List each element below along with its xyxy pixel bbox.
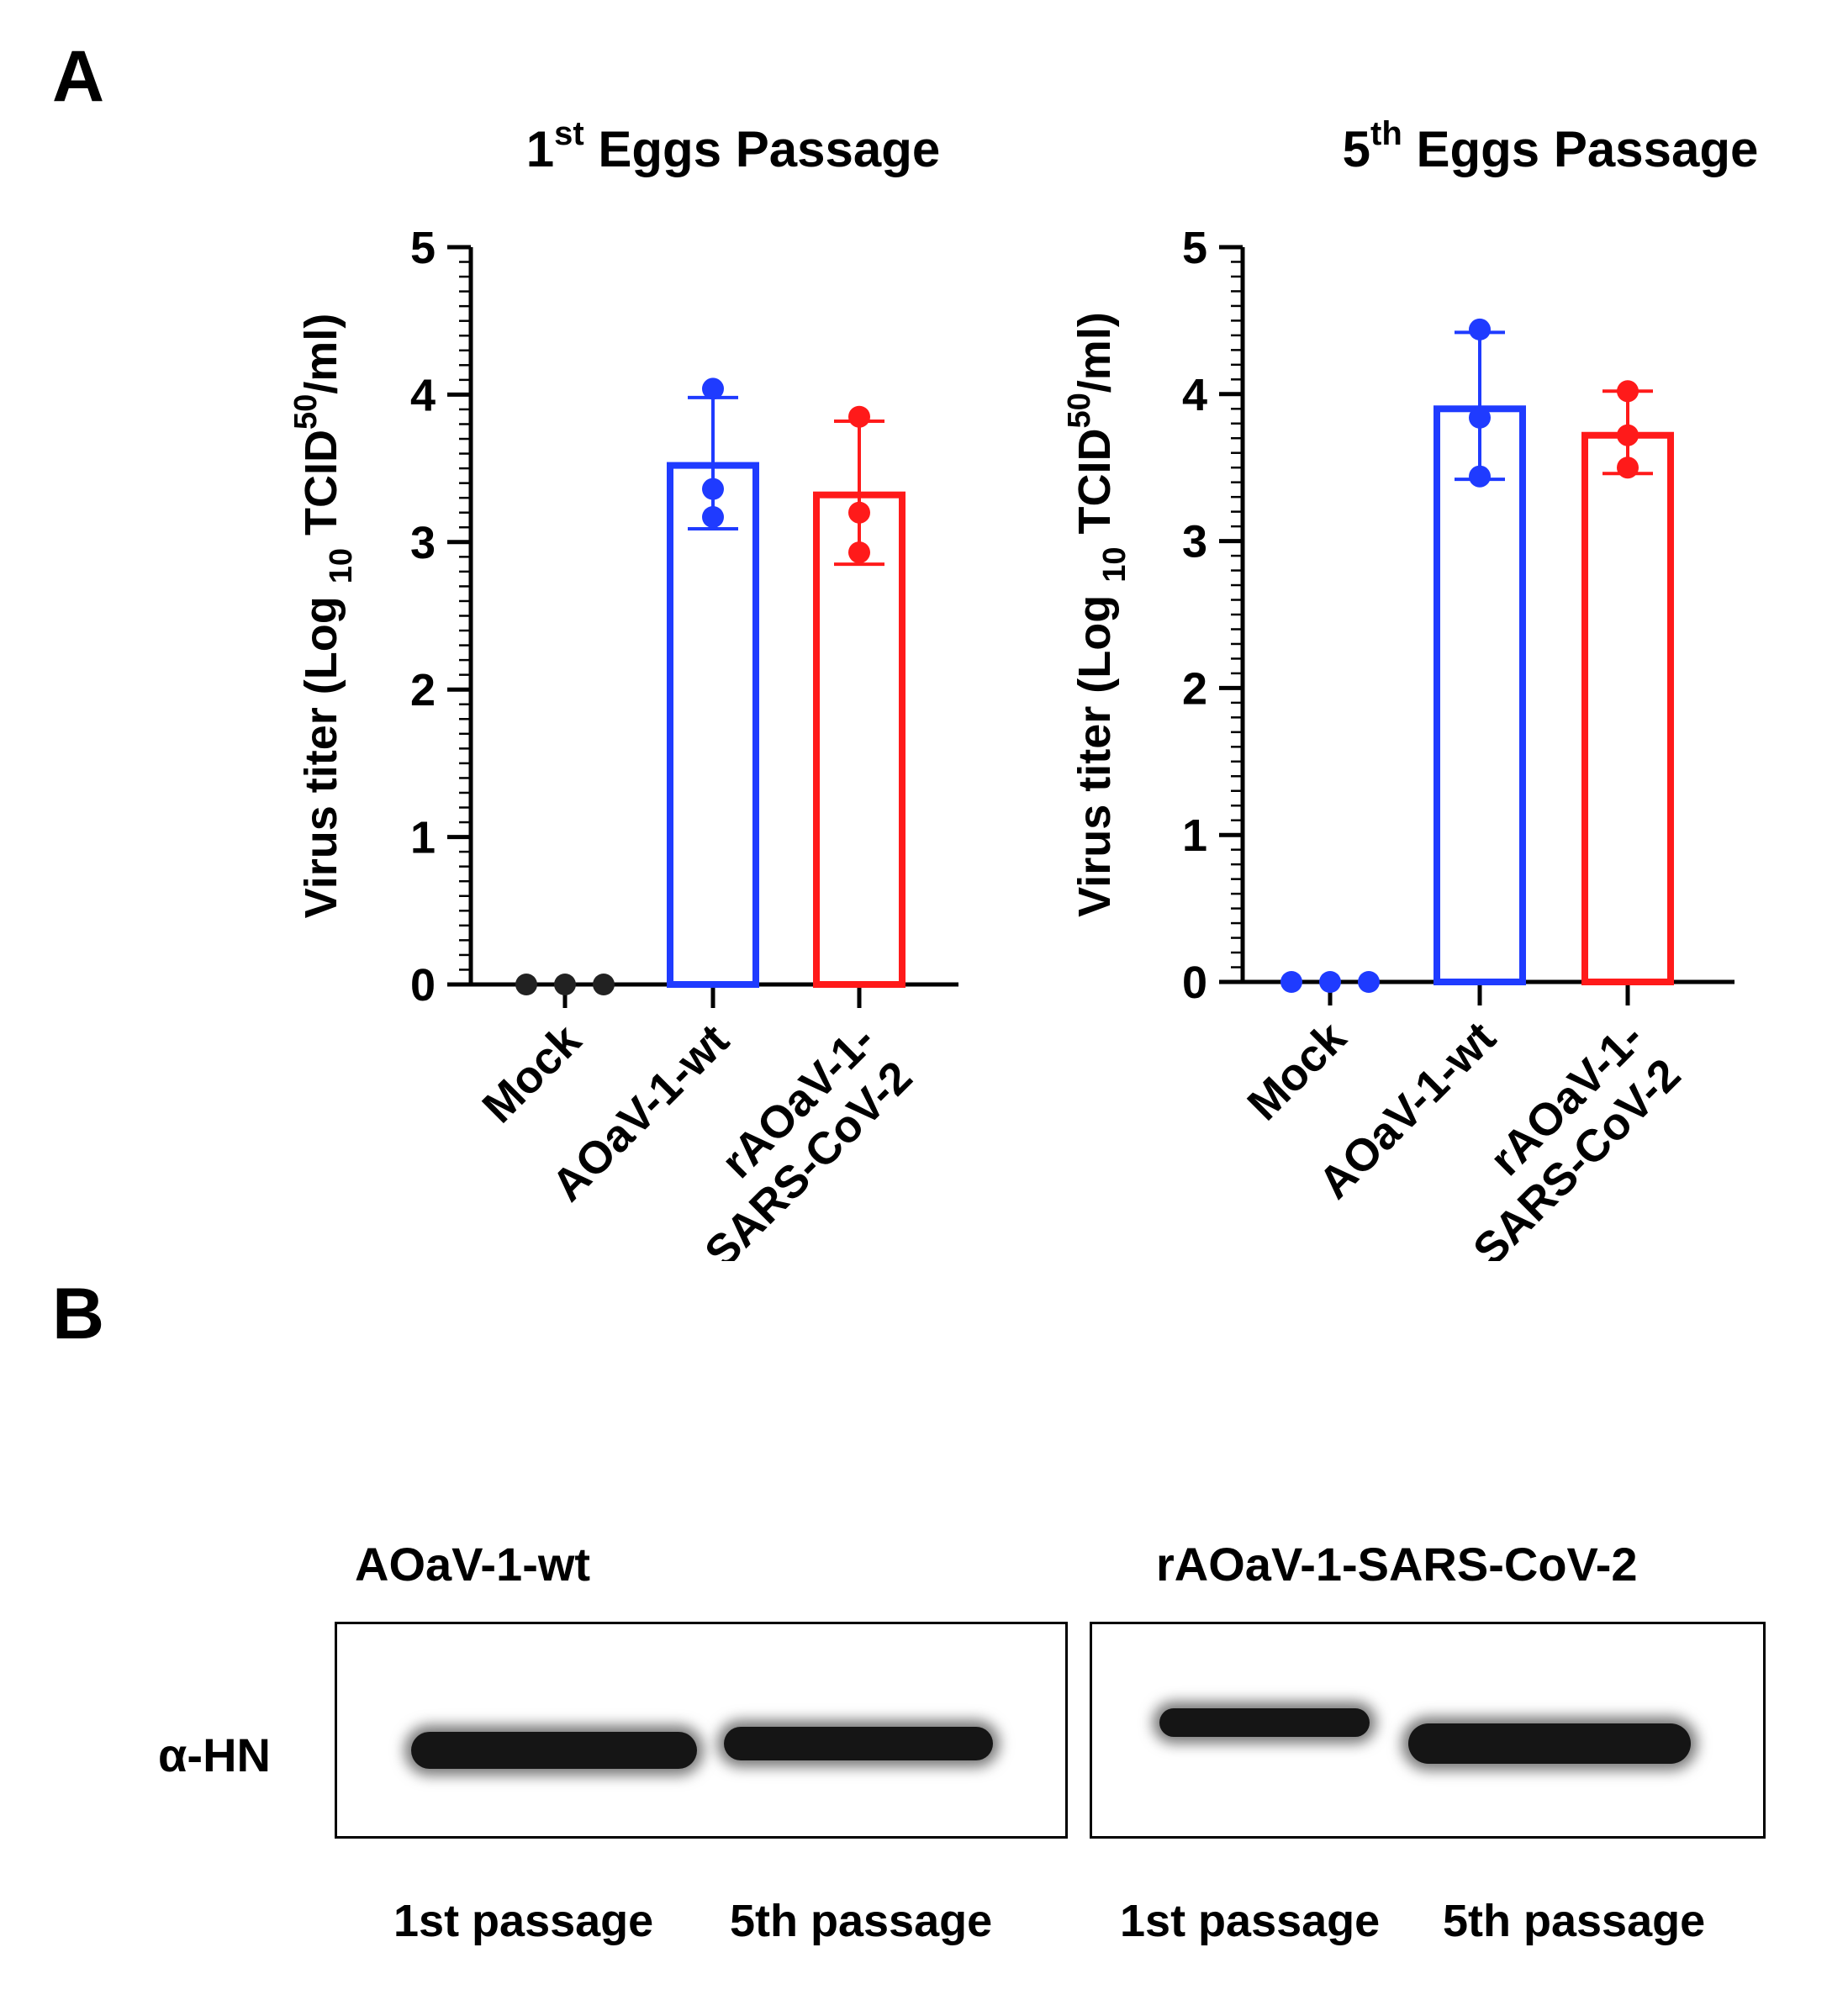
y-tick-label: 2 <box>1182 663 1207 714</box>
data-point <box>848 405 870 428</box>
lane-label-wt-1st: 1st passage <box>393 1896 654 1946</box>
data-point <box>702 478 724 500</box>
chart-1: 1st Eggs Passage Virus titer (Log 10 TCID… <box>288 115 958 1261</box>
blot-membrane-wt <box>335 1622 1068 1839</box>
data-point <box>702 377 724 400</box>
x-category-label: Mock <box>1238 1011 1356 1130</box>
bar-3 <box>1581 431 1674 985</box>
band-recombinant-5th-passage <box>1408 1723 1691 1764</box>
bar-3 <box>813 491 906 988</box>
data-point <box>702 505 724 528</box>
y-tick-label: 3 <box>410 518 436 568</box>
y-tick-label: 1 <box>1182 810 1207 861</box>
x-category-label: Mock <box>473 1014 591 1132</box>
y-tick-label: 5 <box>410 223 436 273</box>
y-tick-label: 0 <box>410 960 436 1011</box>
chart-2: 5th Eggs Passage Virus titer (Log 10 TCID… <box>1062 115 1758 1261</box>
data-point <box>1617 457 1639 479</box>
lane-label-recombinant-5th: 5th passage <box>1443 1896 1706 1946</box>
y-axis-label: Virus titer (Log 10 TCID50/ml) <box>288 314 359 919</box>
data-point <box>1358 971 1380 993</box>
data-point <box>848 541 870 564</box>
chart-title: 1st Eggs Passage <box>526 115 941 177</box>
antibody-label: α-HN <box>158 1728 271 1781</box>
panel-a-charts: 1st Eggs Passage Virus titer (Log 10 TCID… <box>288 115 1758 1261</box>
panel-b-label: B <box>52 1274 105 1354</box>
blot-title-wt: AOaV-1-wt <box>355 1538 591 1591</box>
chart-title: 5th Eggs Passage <box>1343 115 1759 177</box>
lane-label-recombinant-1st: 1st passage <box>1120 1896 1381 1946</box>
data-point <box>1617 380 1639 403</box>
y-tick-label: 4 <box>1182 370 1207 420</box>
y-tick-label: 0 <box>1182 958 1207 1008</box>
data-point <box>1280 971 1302 993</box>
y-tick-label: 4 <box>410 370 436 420</box>
bar-2 <box>1434 405 1526 985</box>
band-recombinant-1st-passage <box>1159 1708 1370 1737</box>
data-point <box>1469 465 1491 488</box>
blot-title-recombinant: rAOaV-1-SARS-CoV-2 <box>1156 1538 1638 1591</box>
y-tick-label: 1 <box>410 813 436 863</box>
data-point <box>593 974 615 995</box>
data-point <box>1617 424 1639 446</box>
panel-a-label: A <box>52 36 105 117</box>
lane-label-wt-5th: 5th passage <box>730 1896 993 1946</box>
y-tick-label: 5 <box>1182 223 1207 273</box>
data-point <box>848 501 870 524</box>
data-point <box>515 974 537 995</box>
blot-membrane-recombinant <box>1090 1622 1766 1839</box>
bar-2 <box>667 462 759 988</box>
y-axis-label: Virus titer (Log 10 TCID50/ml) <box>1062 312 1133 917</box>
y-tick-label: 2 <box>410 665 436 715</box>
data-point <box>1319 971 1341 993</box>
y-tick-label: 3 <box>1182 517 1207 567</box>
data-point <box>1469 318 1491 340</box>
band-wt-5th-passage <box>724 1727 993 1760</box>
data-point <box>1469 406 1491 429</box>
data-point <box>554 974 576 995</box>
band-wt-1st-passage <box>411 1732 697 1769</box>
